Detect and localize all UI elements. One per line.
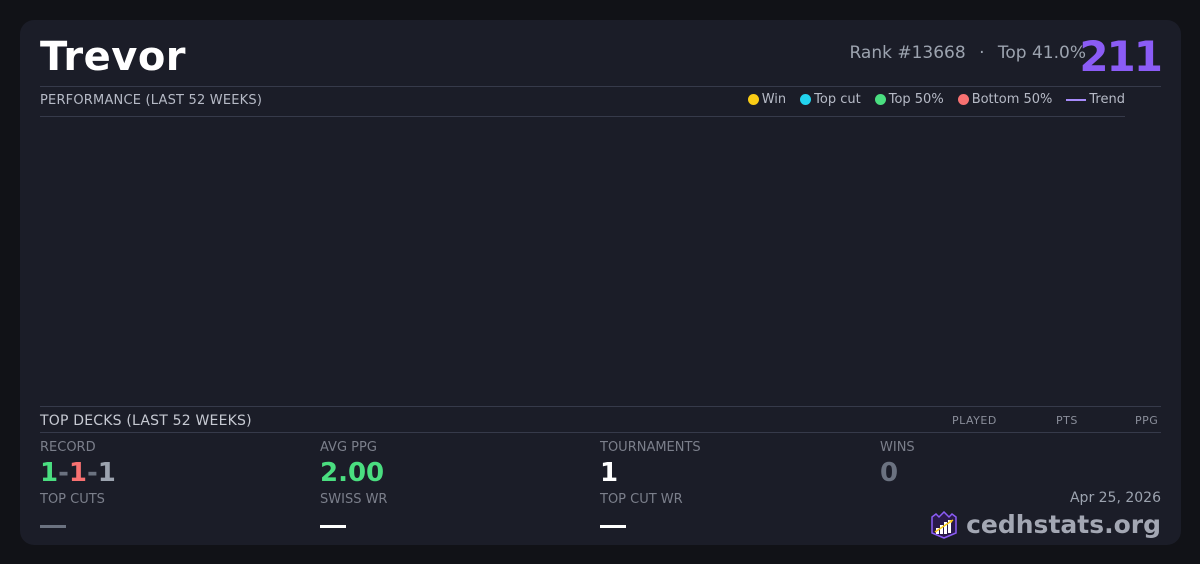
rank: Rank #13668 — [849, 43, 966, 63]
col-played: PLAYED — [952, 414, 997, 427]
divider — [40, 86, 1161, 87]
top-cuts-label: TOP CUTS — [40, 492, 105, 507]
separator: · — [979, 43, 985, 63]
legend-bottom-50: Bottom 50% — [957, 92, 1052, 107]
wins-label: WINS — [880, 440, 915, 455]
legend-win: Win — [747, 92, 786, 107]
legend-trend: Trend — [1066, 92, 1125, 107]
rank-line: Rank #13668 · Top 41.0% — [849, 43, 1086, 63]
divider — [40, 406, 1161, 407]
swiss-wr-label: SWISS WR — [320, 492, 388, 507]
col-ppg: PPG — [1135, 414, 1159, 427]
swiss-wr-empty — [320, 525, 346, 528]
player-card: Trevor Rank #13668 · Top 41.0% 211 PERFO… — [20, 20, 1181, 545]
chart-legend: Win Top cut Top 50% Bottom 50% Trend — [747, 92, 1125, 107]
brand-name: cedhstats.org — [966, 510, 1161, 539]
cedhstats-logo-icon — [931, 510, 957, 539]
win-dot-icon — [747, 94, 759, 105]
player-score: 211 — [1079, 32, 1163, 81]
record-label: RECORD — [40, 440, 96, 455]
avg-ppg-label: AVG PPG — [320, 440, 377, 455]
top-decks-title: TOP DECKS (LAST 52 WEEKS) — [40, 413, 252, 429]
avg-ppg-value: 2.00 — [320, 458, 385, 488]
divider — [40, 116, 1125, 117]
legend-top-50: Top 50% — [874, 92, 944, 107]
performance-chart-area — [40, 120, 1125, 405]
date: Apr 25, 2026 — [1069, 490, 1161, 506]
top-cut-wr-label: TOP CUT WR — [600, 492, 683, 507]
top-50-dot-icon — [874, 94, 886, 105]
brand: cedhstats.org — [930, 510, 1161, 539]
wins-value: 0 — [880, 458, 899, 488]
col-pts: PTS — [1056, 414, 1078, 427]
player-name: Trevor — [40, 34, 187, 80]
top-percent: Top 41.0% — [997, 43, 1086, 63]
top-cut-wr-empty — [600, 525, 626, 528]
record-value: 1-1-1 — [40, 458, 116, 488]
top-cut-dot-icon — [800, 94, 812, 105]
top-cuts-empty — [40, 525, 66, 528]
performance-title: PERFORMANCE (LAST 52 WEEKS) — [40, 93, 263, 108]
tournaments-label: TOURNAMENTS — [600, 440, 701, 455]
legend-top-cut: Top cut — [800, 92, 861, 107]
divider — [40, 432, 1161, 433]
bottom-50-dot-icon — [957, 94, 969, 105]
trend-line-icon — [1066, 98, 1087, 101]
tournaments-value: 1 — [600, 458, 619, 488]
